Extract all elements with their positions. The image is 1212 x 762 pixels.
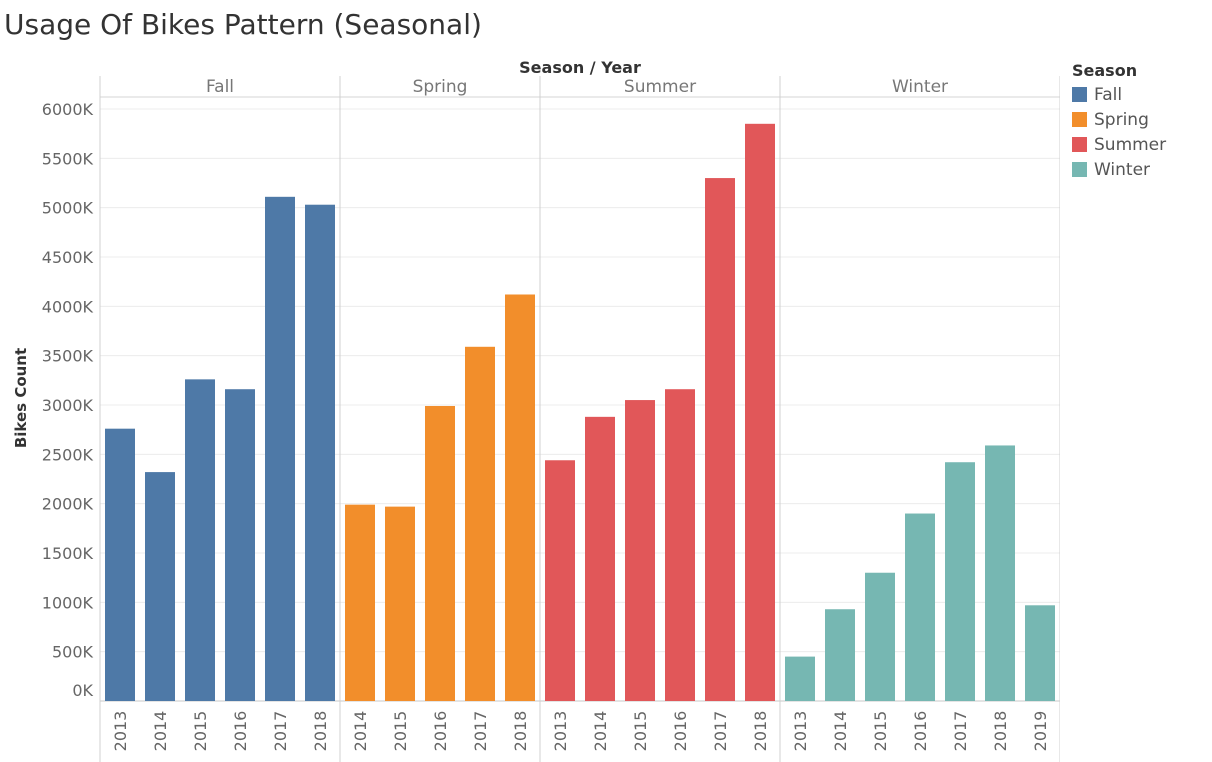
x-tick-label: 2017 [951,711,970,752]
x-tick-label: 2018 [991,711,1010,752]
bar-fall-2018 [305,204,335,701]
legend-item-spring[interactable]: Spring [1072,107,1166,132]
y-tick-label: 4000K [42,297,94,316]
bar-chart: Season / Year Bikes Count 0K 500K 1000K 150… [12,58,1060,762]
x-tick-label: 2013 [791,711,810,752]
x-tick-label: 2014 [831,711,850,752]
x-tick-label: 2018 [751,711,770,752]
legend-title: Season [1072,61,1138,80]
column-header-title: Season / Year [519,58,641,77]
x-tick-label: 2015 [631,711,650,752]
panel-header-winter: Winter [892,77,948,97]
y-tick-label: 3500K [42,347,94,366]
x-tick-label: 2016 [671,711,690,752]
x-tick-label: 2017 [271,711,290,752]
legend-label: Spring [1094,109,1149,130]
y-tick-label: 6000K [42,100,94,119]
bar-spring-2015 [385,506,415,701]
x-tick-label: 2016 [431,711,450,752]
bar-spring-2014 [345,504,375,701]
panel-header-fall: Fall [206,77,234,97]
legend-swatch [1072,87,1087,102]
bar-spring-2018 [505,294,535,701]
legend-swatch [1072,162,1087,177]
bar-fall-2013 [105,428,135,701]
x-tick-label: 2014 [151,711,170,752]
legend-item-summer[interactable]: Summer [1072,132,1166,157]
bar-winter-2016 [905,513,935,701]
legend-swatch [1072,137,1087,152]
x-tick-label: 2013 [551,711,570,752]
x-tick-label: 2014 [591,711,610,752]
legend-label: Winter [1094,159,1151,180]
bar-fall-2015 [185,379,215,701]
y-axis-label: Bikes Count [12,348,30,448]
bar-summer-2016 [665,389,695,701]
legend-item-fall[interactable]: Fall [1072,82,1166,107]
x-tick-label: 2014 [351,711,370,752]
bar-summer-2017 [705,178,735,702]
x-tick-label: 2018 [511,711,530,752]
chart-title: Usage Of Bikes Pattern (Seasonal) [4,8,482,41]
y-tick-label: 0K [72,681,93,700]
y-tick-label: 3000K [42,396,94,415]
bar-winter-2018 [985,445,1015,701]
x-tick-label: 2016 [231,711,250,752]
bar-spring-2017 [465,346,495,701]
x-tick-label: 2015 [191,711,210,752]
x-tick-label: 2017 [471,711,490,752]
x-tick-label: 2013 [111,711,130,752]
panel-header-summer: Summer [624,77,696,97]
bar-winter-2015 [865,572,895,701]
y-tick-label: 5000K [42,199,94,218]
x-tick-label: 2018 [311,711,330,752]
x-tick-label: 2015 [391,711,410,752]
bar-summer-2018 [745,123,775,702]
y-tick-label: 4500K [42,248,94,267]
bar-summer-2013 [545,460,575,701]
legend-swatch [1072,112,1087,127]
y-tick-label: 5500K [42,149,94,168]
x-tick-label: 2019 [1031,711,1050,752]
x-tick-label: 2017 [711,711,730,752]
legend: Season Fall Spring Summer Winter [1072,61,1166,182]
y-tick-label: 1000K [42,593,94,612]
y-tick-label: 2500K [42,445,94,464]
y-tick-label: 2000K [42,495,94,514]
bar-fall-2017 [265,196,295,701]
bar-fall-2016 [225,389,255,701]
bar-winter-2017 [945,462,975,701]
bar-winter-2014 [825,609,855,701]
legend-item-winter[interactable]: Winter [1072,157,1166,182]
x-tick-label: 2015 [871,711,890,752]
bar-fall-2014 [145,472,175,701]
panel-header-spring: Spring [413,77,468,97]
legend-label: Fall [1094,84,1123,105]
bar-summer-2014 [585,416,615,701]
bar-winter-2019 [1025,605,1055,701]
x-tick-label: 2016 [911,711,930,752]
bar-spring-2016 [425,405,455,701]
y-tick-label: 500K [52,643,94,662]
bar-summer-2015 [625,400,655,701]
bar-winter-2013 [785,656,815,701]
y-tick-label: 1500K [42,544,94,563]
legend-label: Summer [1094,134,1167,155]
